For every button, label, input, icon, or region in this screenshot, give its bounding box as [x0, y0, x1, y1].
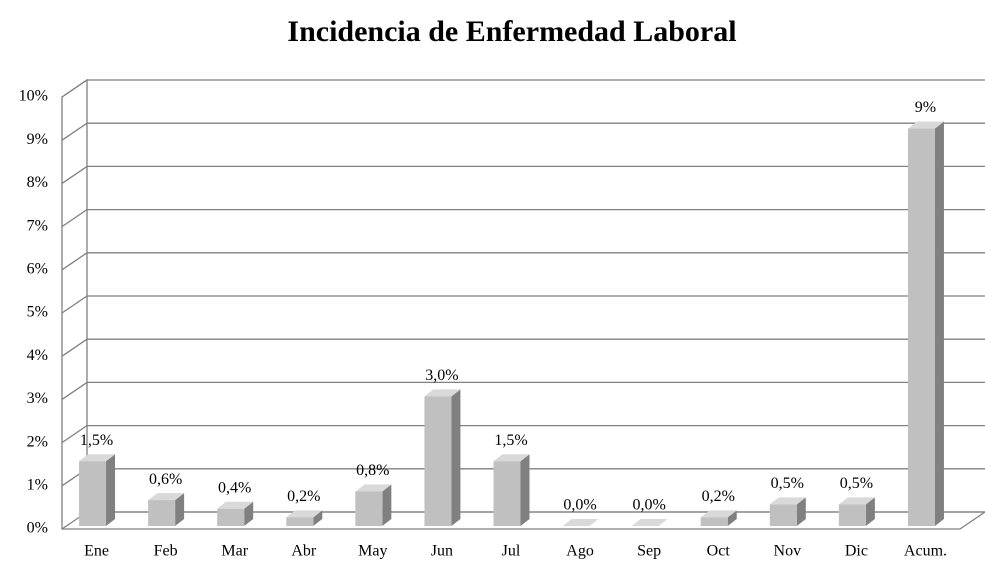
y-tick-label: 4% — [27, 347, 48, 364]
x-tick-label: May — [358, 543, 387, 560]
bar-top — [562, 519, 599, 526]
value-label: 0,4% — [218, 479, 251, 496]
bar-top — [217, 501, 254, 509]
value-label: 0,5% — [771, 475, 804, 492]
bar-side — [934, 121, 944, 526]
x-tick-label: Oct — [707, 543, 731, 560]
grid-line — [61, 122, 985, 141]
y-tick-label: 10% — [19, 88, 48, 105]
bar-top — [493, 454, 530, 462]
x-tick-label: Ago — [566, 543, 594, 560]
grid-line — [61, 252, 985, 271]
value-label: 1,5% — [494, 432, 527, 449]
bar-side — [106, 454, 116, 526]
bar — [493, 461, 521, 526]
bar-side — [865, 497, 875, 526]
grid-line — [61, 338, 985, 357]
value-label: 0,8% — [356, 462, 389, 479]
bar-top — [838, 497, 875, 505]
bar-top — [631, 519, 668, 526]
x-tick-label: Sep — [637, 543, 661, 560]
bar-top — [148, 493, 185, 501]
bar — [355, 491, 383, 526]
grid-line — [61, 165, 985, 184]
y-tick-label: 1% — [27, 476, 48, 493]
x-tick-label: Mar — [221, 543, 248, 560]
grid-line — [61, 424, 985, 444]
bar — [907, 128, 935, 526]
bar — [148, 500, 176, 526]
bar-side — [451, 389, 461, 526]
value-label: 0,2% — [702, 488, 735, 505]
value-label: 0,6% — [149, 471, 182, 488]
y-tick-label: 7% — [27, 217, 48, 234]
bar-side — [313, 510, 323, 526]
bar-side — [382, 484, 392, 526]
bar-top — [907, 121, 944, 129]
x-tick-label: Ene — [84, 543, 109, 560]
bar-side — [727, 510, 737, 526]
bar-side — [520, 454, 530, 526]
bar — [79, 461, 107, 526]
bar-side — [244, 501, 254, 526]
bar — [769, 504, 797, 526]
bar-side — [175, 493, 185, 526]
x-tick-label: Jul — [502, 543, 521, 560]
bar-top — [286, 510, 323, 518]
bar — [838, 504, 866, 526]
y-tick-label: 5% — [27, 304, 48, 321]
x-tick-label: Feb — [154, 543, 178, 560]
y-tick-label: 6% — [27, 260, 48, 277]
value-label: 0,0% — [632, 497, 665, 514]
value-label: 0,5% — [840, 475, 873, 492]
value-label: 9% — [915, 99, 936, 116]
value-label: 0,2% — [287, 488, 320, 505]
x-tick-label: Abr — [291, 543, 317, 560]
x-tick-label: Dic — [845, 543, 868, 560]
y-tick-label: 9% — [27, 131, 48, 148]
bar-top — [424, 389, 461, 397]
grid-line — [61, 79, 985, 98]
grid-line — [61, 295, 985, 314]
grid-line — [61, 381, 985, 400]
bar-top — [79, 454, 116, 462]
y-tick-label: 0% — [27, 520, 48, 537]
bar — [424, 396, 452, 526]
value-label: 1,5% — [80, 432, 113, 449]
bar-side — [796, 497, 806, 526]
x-tick-label: Jun — [431, 543, 453, 560]
x-tick-label: Acum. — [904, 543, 947, 560]
value-label: 3,0% — [425, 367, 458, 384]
bar — [700, 517, 728, 526]
bar — [217, 508, 245, 526]
y-tick-label: 3% — [27, 390, 48, 407]
bar — [286, 517, 314, 526]
y-tick-label: 2% — [27, 433, 48, 450]
bar-top — [700, 510, 737, 518]
y-tick-label: 8% — [27, 174, 48, 191]
bar-top — [355, 484, 392, 492]
value-label: 0,0% — [563, 497, 596, 514]
grid-line — [61, 208, 985, 228]
bar-top — [769, 497, 806, 505]
chart-title: Incidencia de Enfermedad Laboral — [287, 15, 736, 48]
x-tick-label: Nov — [774, 543, 802, 560]
